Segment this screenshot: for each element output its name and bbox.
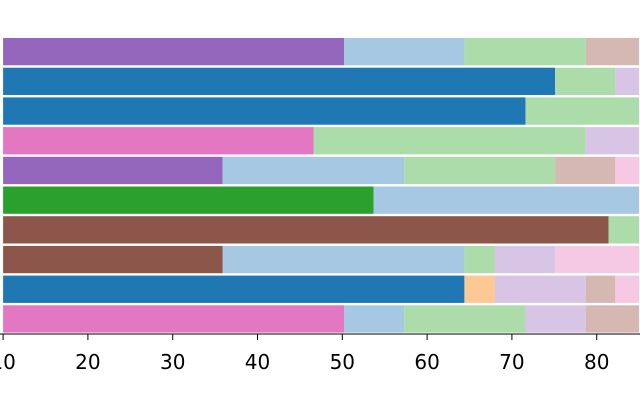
bar-segment [3, 305, 344, 333]
bar-segment [464, 38, 586, 66]
x-tick-label: 30 [160, 350, 185, 374]
bar-segment [373, 186, 640, 214]
bar-segment [615, 275, 640, 303]
bar-segment [585, 127, 640, 155]
x-tick-label: 40 [245, 350, 270, 374]
x-axis: 10 20 30 40 50 60 70 80 [0, 333, 640, 374]
bar-segment [222, 156, 405, 185]
bar-segment [404, 156, 556, 185]
x-tick-label: 70 [499, 350, 524, 374]
bar-segment [3, 245, 223, 274]
bar-segment [555, 245, 640, 274]
bar-row [3, 156, 640, 185]
x-tick-label: 50 [330, 350, 355, 374]
x-tick-label: 20 [75, 350, 100, 374]
bar-segment [585, 275, 616, 303]
bar-row [3, 216, 640, 244]
bar-segment [585, 305, 640, 333]
bar-segment [464, 275, 495, 303]
bar-segment [585, 38, 640, 66]
bar-segment [3, 127, 314, 155]
bar-segment [615, 67, 640, 95]
bar-row [3, 38, 640, 66]
bar-segment [525, 97, 640, 125]
bar-segment [608, 216, 640, 244]
bar-segment [494, 245, 556, 274]
bar-segment [555, 156, 616, 185]
bar-segment [555, 67, 616, 95]
bar-segment [343, 38, 465, 66]
bar-row [3, 305, 640, 333]
bar-segment [313, 127, 586, 155]
bar-segment [615, 156, 640, 185]
bars-layer [3, 38, 640, 333]
bar-segment [3, 156, 223, 185]
bar-segment [343, 305, 405, 333]
bar-segment [222, 245, 465, 274]
bar-row [3, 67, 640, 95]
x-tick-label: 10 [0, 350, 16, 374]
bar-segment [3, 38, 344, 66]
bar-segment [3, 275, 465, 303]
bar-row [3, 275, 640, 303]
bar-segment [3, 186, 374, 214]
bar-row [3, 245, 640, 274]
bar-segment [3, 97, 526, 125]
bar-row [3, 97, 640, 125]
bar-row [3, 186, 640, 214]
bar-segment [3, 67, 556, 95]
bar-segment [464, 245, 495, 274]
x-tick-label: 80 [584, 350, 609, 374]
x-tick-label: 60 [414, 350, 439, 374]
bar-segment [404, 305, 526, 333]
bar-segment [525, 305, 586, 333]
bar-segment [494, 275, 586, 303]
bar-row [3, 127, 640, 155]
bar-segment [3, 216, 609, 244]
